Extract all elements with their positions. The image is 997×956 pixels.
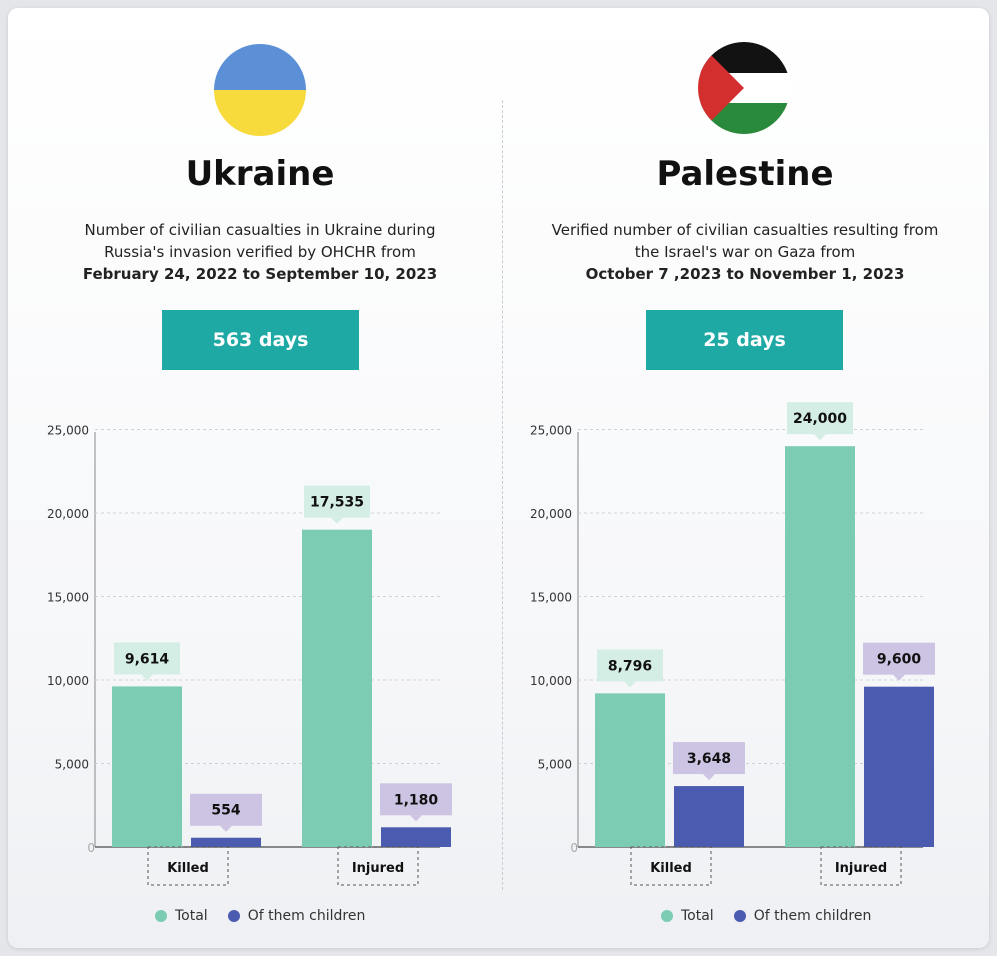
data-label-pointer [893,674,905,681]
data-label-box [597,649,663,682]
palestine-flag-icon [698,42,790,134]
y-tick-label: 5,000 [538,758,572,772]
data-label-box [304,485,370,518]
legend-total-swatch [155,910,167,922]
legend-palestine: Total Of them children [661,908,871,924]
data-label: 1,180 [394,792,439,808]
description-line: Verified number of civilian casualties r… [551,221,939,239]
data-label-pointer [814,434,826,441]
description-line: Number of civilian casualties in Ukraine… [84,221,436,239]
category-box [337,846,419,886]
y-tick-label: 15,000 [47,591,89,605]
legend-children-swatch [733,910,746,922]
y-tick-label: 25,000 [47,424,89,438]
data-label: 3,648 [687,751,731,767]
total-bar [785,446,855,847]
data-label-pointer [141,674,153,681]
legend-total-label: Total [681,908,714,924]
country-title-palestine: Palestine [656,154,834,194]
x-tick-label: Killed [167,861,209,876]
category-box [147,846,229,886]
description-line: Russia's invasion verified by OHCHR from [104,243,416,261]
x-tick-label: Injured [352,861,404,876]
description-line: the Israel's war on Gaza from [634,243,856,261]
data-label-box [673,742,745,775]
y-tick-label: 10,000 [47,674,89,688]
x-tick-label: Killed [650,861,692,876]
days-badge-ukraine: 563 days [162,310,359,370]
country-title-ukraine: Ukraine [185,154,335,194]
data-label-pointer [220,825,232,832]
data-label: 9,614 [125,651,170,667]
ukraine-bar-chart: 0 5,000 10,000 15,000 20,000 25,000 9,614 554 Ki… [47,424,452,886]
days-badge-palestine: 25 days [646,310,843,370]
children-bar [864,686,934,847]
legend-total-label: Total [175,908,208,924]
y-tick-label: 0 [87,841,95,855]
children-bar [191,837,261,847]
data-label-box [863,642,935,675]
data-label-pointer [410,815,422,822]
data-label: 24,000 [793,411,847,427]
children-bar [674,786,744,847]
total-bar [112,686,182,847]
data-label-box [190,793,262,826]
description-palestine: Verified number of civilian casualties r… [505,219,985,285]
data-label: 554 [211,803,240,819]
date-range: October 7 ,2023 to November 1, 2023 [585,265,905,283]
y-tick-label: 20,000 [47,507,89,521]
data-label-pointer [703,774,715,781]
panel-divider [502,100,503,890]
x-tick-label: Injured [835,861,887,876]
y-tick-label: 25,000 [530,424,572,438]
data-label-box [787,402,853,435]
data-label-box [114,642,180,675]
category-box [820,846,902,886]
palestine-bar-chart: 0 5,000 10,000 15,000 20,000 25,000 8,796 3,648… [530,402,935,886]
legend-children-label: Of them children [753,908,872,924]
legend-children-swatch [227,910,240,922]
legend-ukraine: Total Of them children [155,908,365,924]
data-label-pointer [331,517,343,524]
total-bar [302,529,372,847]
date-range: February 24, 2022 to September 10, 2023 [82,265,438,283]
data-label-pointer [624,681,636,688]
data-label: 9,600 [877,652,922,668]
y-tick-label: 10,000 [530,674,572,688]
y-tick-label: 20,000 [530,507,572,521]
y-tick-label: 0 [570,841,578,855]
description-ukraine: Number of civilian casualties in Ukraine… [20,219,500,285]
ukraine-flag-icon [214,44,306,136]
data-label-box [380,783,452,816]
data-label: 8,796 [608,658,652,674]
legend-children-label: Of them children [247,908,366,924]
data-label: 17,535 [310,495,364,511]
y-tick-label: 5,000 [55,758,89,772]
legend-total-swatch [661,910,673,922]
total-bar [595,693,665,847]
children-bar [381,827,451,847]
y-tick-label: 15,000 [530,591,572,605]
category-box [630,846,712,886]
